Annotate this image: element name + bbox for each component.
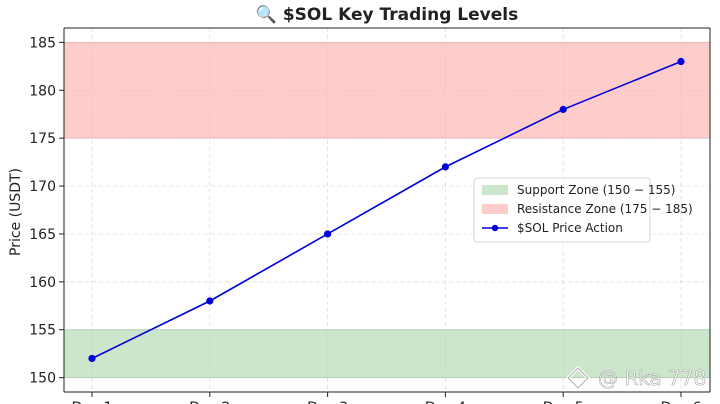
y-tick-label: 160: [29, 275, 56, 291]
data-point: [559, 105, 567, 114]
x-tick-label: Day 2: [189, 400, 230, 404]
data-point: [441, 163, 449, 171]
legend-label: Support Zone (150 − 155): [517, 183, 675, 197]
legend-swatch: [482, 204, 508, 214]
y-tick-label: 170: [29, 179, 56, 195]
watermark: @ Rka 778: [565, 365, 707, 391]
y-tick-label: 175: [29, 131, 56, 147]
y-tick-label: 165: [29, 227, 56, 243]
y-ticks: 150 155 160 165 170 175 180 185: [29, 35, 64, 387]
data-point: [206, 297, 214, 305]
series-line: [91, 60, 682, 360]
y-axis-label: Price (USDT): [8, 168, 24, 256]
legend-box: [473, 177, 651, 243]
watermark-text: @ Rka 778: [598, 366, 706, 390]
y-tick-label: 150: [29, 371, 56, 387]
legend-swatch: [482, 185, 508, 195]
watermark-icon: [565, 365, 591, 391]
x-tick-label: Day 6: [660, 400, 701, 404]
y-tick-label: 185: [29, 35, 56, 51]
legend-marker: [491, 224, 499, 232]
chart-title: 🔍 $SOL Key Trading Levels: [256, 3, 518, 25]
legend-label: $SOL Price Action: [517, 221, 623, 235]
data-point: [324, 230, 332, 238]
data-point: [88, 354, 96, 363]
zone-band-0: [64, 329, 710, 378]
legend: Support Zone (150 − 155) Resistance Zone …: [473, 177, 693, 243]
axes: [63, 27, 711, 393]
x-tick-label: Day 3: [307, 400, 348, 404]
data-point: [677, 57, 685, 66]
series: [88, 57, 685, 363]
x-tick-label: Day 4: [425, 400, 466, 404]
x-tick-label: Day 1: [71, 400, 112, 404]
x-ticks: Day 1 Day 2 Day 3 Day 4 Day 5 Day 6: [71, 392, 702, 404]
x-tick-label: Day 5: [543, 400, 584, 404]
legend-label: Resistance Zone (175 − 185): [517, 202, 693, 216]
y-tick-label: 155: [29, 323, 56, 339]
y-tick-label: 180: [29, 83, 56, 99]
